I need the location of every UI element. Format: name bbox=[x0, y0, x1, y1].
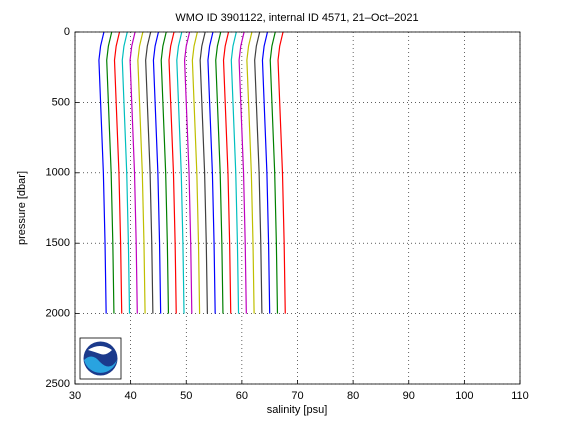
lines-layer bbox=[98, 31, 286, 314]
y-axis-label: pressure [dbar] bbox=[16, 171, 28, 245]
x-tick-label: 40 bbox=[125, 390, 137, 402]
profile-line bbox=[160, 31, 170, 314]
profile-line bbox=[176, 31, 185, 314]
profile-line bbox=[215, 31, 224, 314]
profile-line bbox=[230, 31, 240, 314]
y-tick-label: 2500 bbox=[46, 378, 70, 390]
profile-line bbox=[113, 31, 123, 314]
profile-line bbox=[168, 31, 177, 314]
x-tick-label: 80 bbox=[347, 390, 359, 402]
profile-line bbox=[222, 31, 232, 314]
x-tick-label: 30 bbox=[69, 390, 81, 402]
profile-line bbox=[238, 31, 247, 314]
x-tick-label: 110 bbox=[511, 390, 529, 402]
y-tick-label: 0 bbox=[64, 26, 70, 38]
x-tick-label: 90 bbox=[403, 390, 415, 402]
profile-line bbox=[199, 31, 208, 314]
y-tick-label: 1000 bbox=[46, 167, 70, 179]
profile-line bbox=[183, 31, 193, 314]
profile-line bbox=[254, 31, 263, 314]
x-tick-label: 70 bbox=[291, 390, 303, 402]
noaa-logo bbox=[79, 337, 122, 380]
x-axis-label: salinity [psu] bbox=[267, 404, 328, 416]
profile-line bbox=[207, 31, 216, 314]
profile-line bbox=[106, 31, 115, 314]
profile-line bbox=[145, 31, 154, 314]
chart-title: WMO ID 3901122, internal ID 4571, 21–Oct… bbox=[175, 12, 418, 24]
x-tick-label: 60 bbox=[236, 390, 248, 402]
profile-line bbox=[277, 31, 286, 314]
profile-line bbox=[246, 31, 255, 314]
profile-line bbox=[191, 31, 201, 314]
profile-line bbox=[269, 31, 279, 314]
profile-line bbox=[137, 31, 146, 314]
profile-line bbox=[129, 31, 138, 314]
x-tick-label: 100 bbox=[455, 390, 473, 402]
profile-line bbox=[152, 31, 162, 314]
profile-line bbox=[121, 31, 131, 314]
y-tick-label: 2000 bbox=[46, 308, 70, 320]
x-tick-label: 50 bbox=[180, 390, 192, 402]
y-tick-label: 1500 bbox=[46, 237, 70, 249]
y-tick-label: 500 bbox=[52, 96, 70, 108]
profile-line bbox=[98, 31, 107, 314]
profile-line bbox=[261, 31, 271, 314]
